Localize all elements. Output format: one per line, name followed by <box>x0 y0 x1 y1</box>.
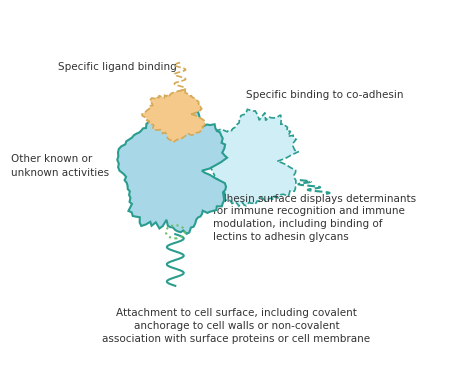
Text: Specific binding to co-adhesin: Specific binding to co-adhesin <box>246 91 403 100</box>
Polygon shape <box>142 89 205 142</box>
Polygon shape <box>117 97 227 234</box>
Text: Other known or
unknown activities: Other known or unknown activities <box>11 154 109 178</box>
Text: Specific ligand binding: Specific ligand binding <box>58 62 176 72</box>
Text: Adhesin surface displays determinants
for immune recognition and immune
modulati: Adhesin surface displays determinants fo… <box>213 194 416 242</box>
Polygon shape <box>205 110 299 206</box>
Text: Attachment to cell surface, including covalent
anchorage to cell walls or non-co: Attachment to cell surface, including co… <box>102 308 371 344</box>
